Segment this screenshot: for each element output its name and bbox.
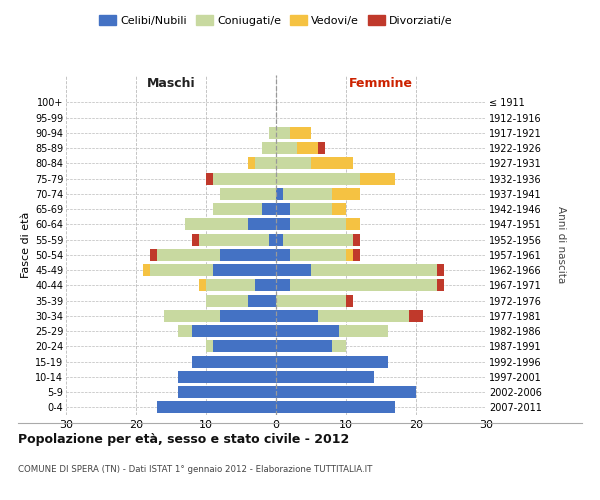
Bar [276,127,290,139]
Bar [290,127,311,139]
Bar [213,340,276,352]
Bar [262,142,276,154]
Bar [269,234,276,245]
Bar [262,203,276,215]
Bar [269,127,276,139]
Bar [332,340,346,352]
Bar [199,234,269,245]
Bar [346,249,353,261]
Bar [206,280,255,291]
Bar [276,249,290,261]
Bar [276,325,339,337]
Bar [143,264,150,276]
Text: COMUNE DI SPERA (TN) - Dati ISTAT 1° gennaio 2012 - Elaborazione TUTTITALIA.IT: COMUNE DI SPERA (TN) - Dati ISTAT 1° gen… [18,466,373,474]
Bar [437,264,444,276]
Bar [255,280,276,291]
Bar [206,172,213,184]
Bar [290,280,437,291]
Text: Femmine: Femmine [349,77,413,90]
Bar [199,280,206,291]
Bar [437,280,444,291]
Bar [248,158,255,170]
Bar [276,386,416,398]
Bar [164,310,220,322]
Bar [318,310,409,322]
Bar [276,340,332,352]
Bar [276,294,346,306]
Bar [213,203,262,215]
Bar [192,325,276,337]
Bar [276,142,297,154]
Bar [332,188,360,200]
Bar [353,234,360,245]
Bar [311,158,353,170]
Bar [360,172,395,184]
Bar [157,402,276,413]
Bar [290,249,346,261]
Bar [206,294,248,306]
Bar [248,294,276,306]
Bar [290,203,332,215]
Bar [206,340,213,352]
Bar [346,218,360,230]
Bar [150,249,157,261]
Bar [332,203,346,215]
Bar [276,188,283,200]
Bar [276,356,388,368]
Bar [220,188,276,200]
Bar [318,142,325,154]
Bar [276,280,290,291]
Bar [276,234,283,245]
Bar [276,402,395,413]
Y-axis label: Fasce di età: Fasce di età [20,212,31,278]
Text: Maschi: Maschi [146,77,196,90]
Bar [213,172,276,184]
Bar [409,310,423,322]
Bar [290,218,346,230]
Bar [178,371,276,383]
Bar [339,325,388,337]
Bar [213,264,276,276]
Bar [283,234,353,245]
Bar [248,218,276,230]
Bar [178,325,192,337]
Y-axis label: Anni di nascita: Anni di nascita [556,206,566,284]
Bar [255,158,276,170]
Bar [297,142,318,154]
Bar [276,310,318,322]
Bar [276,371,374,383]
Bar [185,218,248,230]
Bar [220,310,276,322]
Bar [311,264,437,276]
Bar [192,356,276,368]
Bar [276,218,290,230]
Legend: Celibi/Nubili, Coniugati/e, Vedovi/e, Divorziati/e: Celibi/Nubili, Coniugati/e, Vedovi/e, Di… [95,10,457,30]
Bar [157,249,220,261]
Bar [283,188,332,200]
Bar [150,264,213,276]
Bar [276,172,360,184]
Bar [178,386,276,398]
Bar [276,264,311,276]
Bar [220,249,276,261]
Bar [353,249,360,261]
Bar [276,158,311,170]
Text: Popolazione per età, sesso e stato civile - 2012: Popolazione per età, sesso e stato civil… [18,432,349,446]
Bar [346,294,353,306]
Bar [192,234,199,245]
Bar [276,203,290,215]
